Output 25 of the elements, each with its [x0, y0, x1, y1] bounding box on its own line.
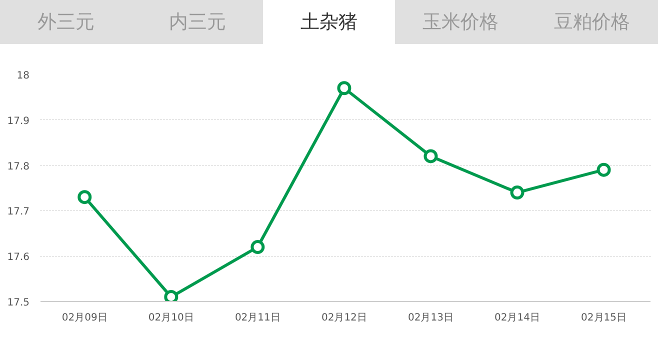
- y-tick-label: 17.5: [7, 298, 30, 308]
- point: [250, 240, 265, 254]
- point: [337, 81, 352, 96]
- text: 外三元: [0, 0, 132, 44]
- text: 豆粕价格: [526, 0, 658, 44]
- point: [78, 190, 92, 204]
- point: [596, 162, 611, 177]
- y-tick-label: 17.9: [7, 116, 30, 127]
- x-tick-label: 02月09日: [62, 312, 108, 324]
- x-tick-label: 02月14日: [494, 312, 540, 324]
- point: [510, 186, 524, 200]
- y-tick-label: 17.6: [7, 252, 30, 264]
- x-tick-label: 02月12日: [321, 312, 367, 324]
- point: [424, 149, 438, 164]
- y-tick-label: 17.7: [7, 206, 30, 218]
- x-tick-label: 02月11日: [234, 312, 280, 324]
- chart-title: 土杂猪: [263, 0, 395, 44]
- x-tick-label: 02月15日: [581, 312, 627, 324]
- text: 玉米价格: [394, 0, 526, 44]
- y-tick-label: 17.8: [7, 161, 30, 172]
- x-tick-label: 02月13日: [408, 312, 454, 324]
- x-tick-label: 02月10日: [148, 312, 194, 324]
- text: 内三元: [132, 0, 264, 44]
- point: [164, 290, 178, 302]
- y-tick-label: 18: [16, 70, 30, 82]
